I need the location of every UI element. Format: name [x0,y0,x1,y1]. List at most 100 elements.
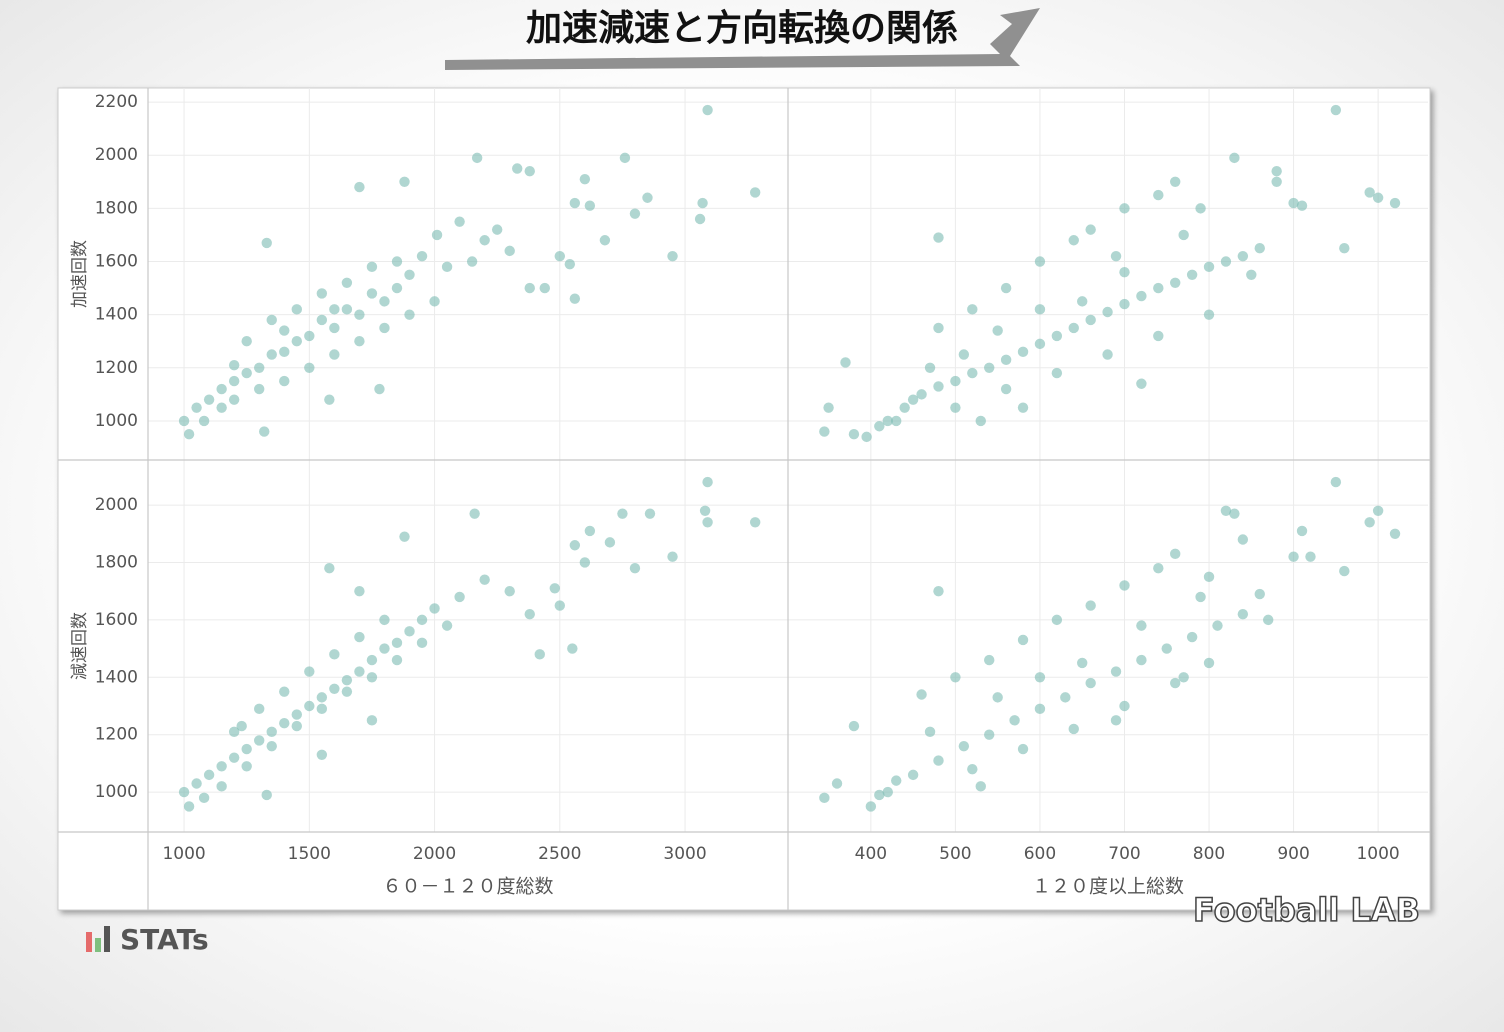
point [1068,322,1079,334]
point [254,362,265,373]
point [617,508,628,519]
logo-icon [86,932,92,952]
point [1203,657,1215,669]
point [882,786,893,798]
point [279,686,290,697]
point [1220,256,1232,267]
point [604,537,616,548]
point [374,383,385,395]
point [1153,330,1164,342]
point [1330,476,1342,488]
point [228,752,240,763]
point [840,357,851,368]
point [1237,250,1249,262]
point [354,666,365,677]
point [958,349,970,360]
point [479,235,490,246]
point [629,563,641,574]
point [454,591,465,603]
point [329,322,340,334]
point [316,314,328,326]
point [579,557,591,568]
point [216,383,227,395]
point [1203,261,1215,273]
point [454,216,465,227]
point [1034,672,1046,683]
point [1364,187,1375,198]
y-axis-label: 加速回数 [70,240,90,308]
point [304,666,315,677]
point [924,362,936,373]
point [1237,534,1249,545]
page-title: 加速減速と方向転換の関係 [526,8,958,49]
point [316,692,328,703]
point [584,200,596,211]
point [1119,580,1130,591]
point [1110,666,1122,677]
point [1339,243,1350,254]
x-tick-label: 400 [855,844,887,864]
point [178,415,190,427]
point [404,309,415,320]
point [1271,176,1282,187]
point [975,415,986,427]
point [471,152,483,164]
point [569,293,581,304]
point [441,261,453,273]
point [1119,266,1130,278]
point [183,429,195,440]
y-tick-label: 2000 [95,145,138,165]
point [1186,631,1198,643]
point [228,359,240,371]
point [391,282,403,294]
point [191,778,202,789]
point [279,325,290,336]
point [1195,203,1206,214]
point [1364,517,1375,528]
point [379,322,390,334]
point [933,322,944,334]
x-tick-label: 800 [1193,844,1225,864]
point [291,709,302,720]
point [379,296,390,307]
point [279,375,290,387]
point [702,104,713,116]
point [702,476,713,488]
point [564,258,576,270]
point [304,700,315,712]
point [228,394,240,405]
point [534,649,545,660]
y-axis-label: 減速回数 [70,612,90,680]
point [241,336,252,347]
x-tick-label: 500 [939,844,971,864]
point [1170,548,1181,560]
point [416,250,428,262]
point [992,325,1003,336]
point [228,726,240,738]
point [950,375,961,387]
point [329,683,340,694]
point [1136,654,1147,666]
point [441,620,453,631]
y-tick-label: 1800 [95,552,138,572]
point [183,801,195,812]
point [341,277,353,288]
point [429,296,440,307]
point [304,330,315,342]
point [1372,192,1384,203]
point [992,692,1003,703]
point [874,789,885,801]
point [266,740,277,752]
plot-frame [57,87,1431,911]
point [379,614,390,626]
point [1296,525,1308,537]
point [958,740,970,752]
point [891,775,902,786]
point [1161,643,1172,654]
point [1034,338,1046,350]
logo: Football LAB [1193,891,1420,929]
point [823,402,834,413]
point [1254,588,1265,600]
point [882,415,893,427]
